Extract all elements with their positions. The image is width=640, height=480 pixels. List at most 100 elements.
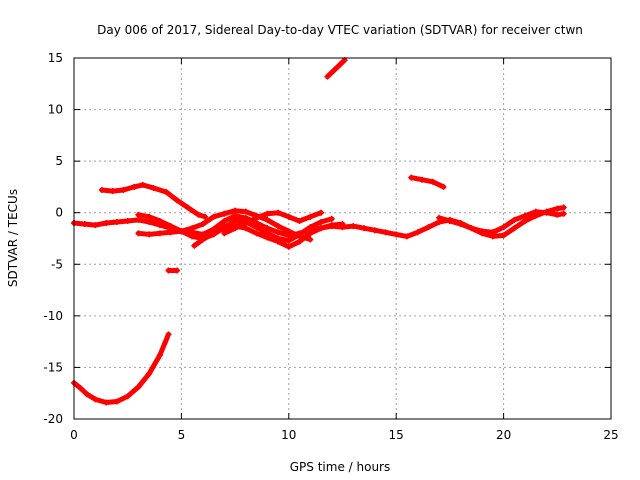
x-axis-label: GPS time / hours — [290, 460, 391, 474]
data-point — [174, 197, 181, 204]
data-point — [163, 189, 170, 196]
data-point — [468, 225, 475, 232]
data-point — [232, 207, 239, 214]
data-point — [113, 218, 120, 225]
data-point — [275, 223, 282, 230]
data-point — [500, 232, 507, 239]
data-point — [543, 209, 550, 216]
data-point — [242, 220, 249, 227]
x-tick-label: 5 — [178, 428, 186, 442]
data-point — [253, 230, 260, 237]
data-point — [307, 236, 314, 243]
x-tick-label: 25 — [603, 428, 618, 442]
y-tick-label: 10 — [48, 103, 63, 117]
series-trace: segment-1 — [71, 331, 171, 405]
plot-frame — [73, 57, 612, 420]
data-point — [457, 221, 464, 228]
data-point — [285, 243, 292, 250]
data-point — [318, 225, 325, 232]
data-point — [92, 396, 99, 403]
data-point — [135, 230, 142, 237]
data-point — [360, 225, 367, 232]
chart-title: Day 006 of 2017, Sidereal Day-to-day VTE… — [97, 23, 583, 37]
data-point — [103, 220, 110, 227]
y-tick-label: 0 — [55, 206, 63, 220]
data-point — [174, 267, 181, 274]
data-point — [307, 224, 314, 231]
data-point — [425, 224, 432, 231]
data-point — [98, 187, 105, 194]
data-point — [554, 205, 561, 212]
data-point — [429, 178, 436, 185]
data-point — [418, 176, 425, 183]
data-point — [146, 370, 153, 377]
data-point — [92, 222, 99, 229]
data-point — [560, 204, 567, 211]
data-point — [189, 233, 196, 240]
data-point — [446, 217, 453, 224]
data-point — [522, 217, 529, 224]
data-point — [337, 61, 344, 68]
data-point — [199, 221, 206, 228]
data-point — [189, 225, 196, 232]
data-point — [339, 221, 346, 228]
data-point — [135, 384, 142, 391]
data-point — [178, 228, 185, 235]
x-tick-label: 10 — [281, 428, 296, 442]
data-point — [393, 231, 400, 238]
data-point — [307, 213, 314, 220]
data-point — [479, 228, 486, 235]
data-point — [167, 223, 174, 230]
data-point — [403, 233, 410, 240]
data-point — [328, 222, 335, 229]
data-point — [165, 331, 172, 338]
data-point — [264, 210, 271, 217]
data-point — [135, 211, 142, 218]
data-point — [103, 399, 110, 406]
data-point — [120, 187, 127, 194]
data-point — [135, 216, 142, 223]
data-point — [285, 237, 292, 244]
data-point — [156, 352, 163, 359]
data-point — [146, 231, 153, 238]
data-point — [81, 221, 88, 228]
data-point — [146, 218, 153, 225]
data-point — [210, 213, 217, 220]
x-tick-label: 0 — [70, 428, 78, 442]
data-point — [285, 213, 292, 220]
data-point — [221, 217, 228, 224]
data-point — [232, 225, 239, 232]
data-point — [511, 225, 518, 232]
data-point — [275, 229, 282, 236]
data-point — [131, 183, 138, 190]
data-point — [436, 214, 443, 221]
data-point — [275, 235, 282, 242]
data-point — [124, 217, 131, 224]
series-trace: segment-9 — [436, 209, 567, 235]
data-point — [296, 217, 303, 224]
data-point — [184, 204, 191, 211]
data-point — [414, 229, 421, 236]
data-point — [113, 398, 120, 405]
series-trace: segment-7 — [232, 215, 335, 244]
data-point — [275, 209, 282, 216]
data-point — [264, 216, 271, 223]
y-tick-label: -10 — [43, 309, 63, 323]
data-point — [350, 223, 357, 230]
series-trace: segment-11 — [325, 57, 348, 80]
data-point — [408, 174, 415, 181]
data-point — [195, 211, 202, 218]
data-point — [285, 228, 292, 235]
data-point — [221, 225, 228, 232]
data-point — [199, 236, 206, 243]
data-point — [324, 73, 331, 80]
y-axis-label: SDTVAR / TECUs — [6, 189, 20, 287]
axis-ticks: 0 5 10 15 20 25 -20 -15 -10 -5 0 5 10 15 — [43, 51, 618, 442]
data-point — [500, 224, 507, 231]
y-tick-label: -5 — [51, 257, 63, 271]
data-point — [371, 227, 378, 234]
data-point — [221, 230, 228, 237]
data-point — [328, 215, 335, 222]
y-tick-label: 5 — [55, 154, 63, 168]
